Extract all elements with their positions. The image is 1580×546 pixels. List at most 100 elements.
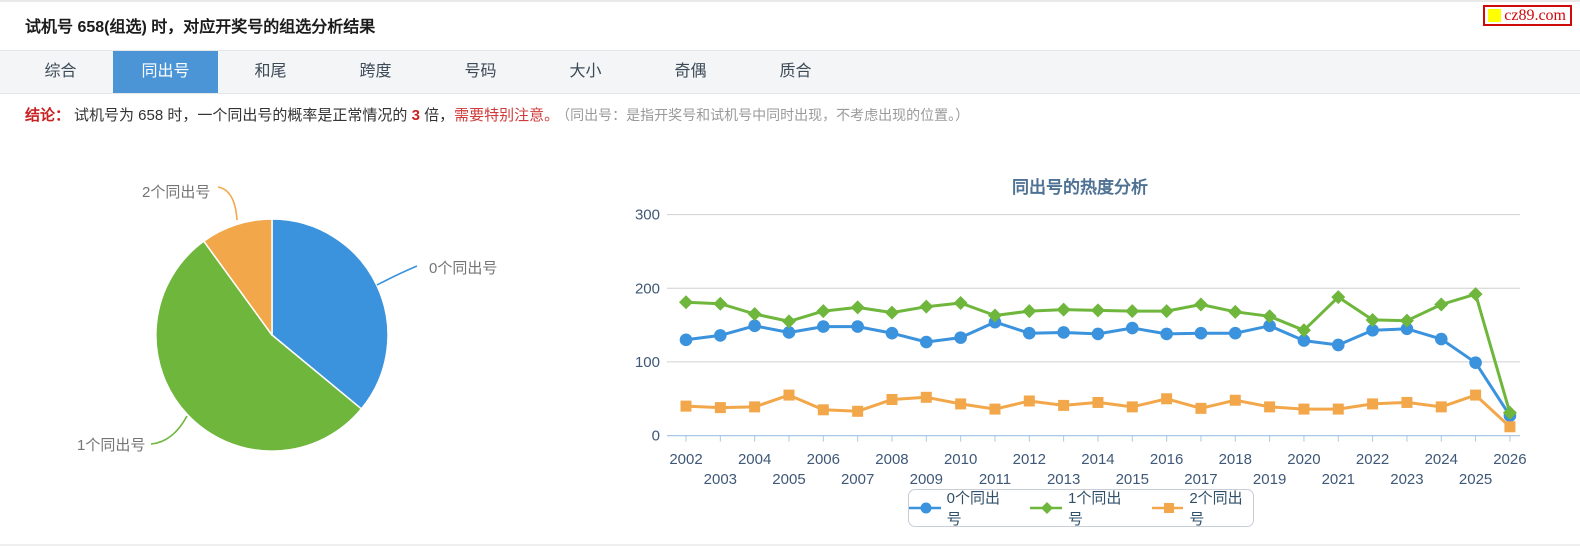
legend-item-1个同出号[interactable]: 1个同出号 xyxy=(1030,487,1131,529)
data-point-2个同出号-2009 xyxy=(920,391,932,403)
data-point-2个同出号-2003 xyxy=(714,402,726,414)
x-tick-label-2011: 2011 xyxy=(979,471,1011,488)
data-point-0个同出号-2023 xyxy=(1400,322,1414,336)
x-tick-label-2015: 2015 xyxy=(1116,471,1149,488)
data-point-2个同出号-2019 xyxy=(1264,401,1276,413)
data-point-1个同出号-2005 xyxy=(781,314,796,329)
data-point-0个同出号-2018 xyxy=(1228,326,1242,340)
data-point-2个同出号-2024 xyxy=(1435,401,1447,413)
data-point-2个同出号-2020 xyxy=(1298,403,1310,415)
tab-同出号[interactable]: 同出号 xyxy=(113,51,218,93)
tab-和尾[interactable]: 和尾 xyxy=(254,63,287,80)
x-tick-label-2024: 2024 xyxy=(1425,451,1458,468)
line-chart: 同出号的热度分析 0100200300200220032004200520062… xyxy=(635,177,1527,488)
x-tick-label-2003: 2003 xyxy=(704,471,737,488)
x-tick-label-2009: 2009 xyxy=(910,471,943,488)
data-point-1个同出号-2007 xyxy=(850,300,865,315)
conclusion-text-2: 倍， xyxy=(419,107,455,124)
data-point-0个同出号-2013 xyxy=(1057,326,1070,339)
data-point-0个同出号-2004 xyxy=(748,319,761,333)
data-point-1个同出号-2010 xyxy=(953,295,968,310)
data-point-2个同出号-2017 xyxy=(1195,402,1207,414)
x-tick-label-2013: 2013 xyxy=(1047,471,1080,488)
pie-leader-line-1 xyxy=(150,415,188,445)
pie-slice-0个同出号[interactable] xyxy=(271,218,389,410)
tab-跨度[interactable]: 跨度 xyxy=(359,63,392,80)
data-point-1个同出号-2017 xyxy=(1193,297,1208,312)
data-point-2个同出号-2008 xyxy=(886,394,898,406)
data-point-1个同出号-2011 xyxy=(987,308,1002,323)
site-logo[interactable]: cz89.com xyxy=(1483,5,1572,26)
legend-marker-circle-icon xyxy=(909,502,941,514)
data-point-2个同出号-2002 xyxy=(680,400,692,412)
tab-质合[interactable]: 质合 xyxy=(779,63,812,80)
data-point-0个同出号-2025 xyxy=(1469,356,1482,369)
conclusion-text-1: 试机号为 658 时，一个同出号的概率是正常情况的 xyxy=(74,107,412,124)
x-tick-label-2020: 2020 xyxy=(1287,451,1320,468)
data-point-2个同出号-2007 xyxy=(852,405,864,417)
data-point-2个同出号-2010 xyxy=(955,398,967,410)
data-point-0个同出号-2021 xyxy=(1331,338,1345,352)
data-point-0个同出号-2016 xyxy=(1160,327,1173,341)
data-point-1个同出号-2004 xyxy=(747,307,762,322)
legend-item-2个同出号[interactable]: 2个同出号 xyxy=(1151,487,1253,529)
tab-大小[interactable]: 大小 xyxy=(569,63,602,80)
legend-marker-square-icon xyxy=(1151,503,1184,513)
data-point-1个同出号-2016 xyxy=(1159,304,1174,319)
x-tick-label-2017: 2017 xyxy=(1184,471,1217,488)
data-point-2个同出号-2016 xyxy=(1161,393,1173,405)
header: 试机号 658(组选) 时，对应开奖号的组选分析结果 cz89.com xyxy=(0,2,1580,48)
conclusion-label: 结论： xyxy=(25,107,71,124)
pie-slice-2个同出号[interactable] xyxy=(203,218,273,336)
data-point-0个同出号-2017 xyxy=(1194,326,1208,340)
data-point-2个同出号-2023 xyxy=(1401,396,1413,408)
line-chart-title: 同出号的热度分析 xyxy=(1012,177,1148,197)
data-point-2个同出号-2021 xyxy=(1332,403,1344,415)
data-point-0个同出号-2002 xyxy=(679,333,693,347)
data-point-1个同出号-2018 xyxy=(1228,304,1243,319)
data-point-0个同出号-2014 xyxy=(1091,327,1105,341)
data-point-0个同出号-2019 xyxy=(1263,319,1276,333)
x-tick-label-2016: 2016 xyxy=(1150,451,1183,468)
data-point-0个同出号-2024 xyxy=(1434,332,1448,346)
pie-slice-1个同出号[interactable] xyxy=(155,240,363,452)
data-point-2个同出号-2014 xyxy=(1092,396,1104,408)
pie-leader-line-0 xyxy=(376,265,418,286)
legend-label: 0个同出号 xyxy=(946,490,1001,528)
x-tick-label-2002: 2002 xyxy=(669,451,702,468)
x-tick-label-2018: 2018 xyxy=(1219,451,1252,468)
tab-综合[interactable]: 综合 xyxy=(44,63,77,80)
x-tick-label-2012: 2012 xyxy=(1013,451,1046,468)
data-point-1个同出号-2022 xyxy=(1365,312,1380,327)
pie-leader-line-2 xyxy=(217,186,238,221)
tab-bar: 综合 同出号 和尾 跨度 号码 大小 奇偶 质合 xyxy=(0,50,1580,94)
pie-label-2: 2个同出号 xyxy=(142,184,210,201)
data-point-2个同出号-2011 xyxy=(989,403,1001,415)
site-logo-text: cz89.com xyxy=(1504,6,1566,24)
data-point-2个同出号-2018 xyxy=(1229,394,1241,406)
x-tick-label-2026: 2026 xyxy=(1493,451,1526,468)
conclusion-warning: 需要特别注意。 xyxy=(454,107,560,124)
data-point-1个同出号-2015 xyxy=(1125,304,1140,319)
data-point-0个同出号-2010 xyxy=(954,331,967,344)
data-point-1个同出号-2021 xyxy=(1331,290,1346,305)
data-point-1个同出号-2009 xyxy=(919,299,934,314)
x-tick-label-2006: 2006 xyxy=(807,451,840,468)
tab-奇偶[interactable]: 奇偶 xyxy=(674,63,707,80)
data-point-2个同出号-2015 xyxy=(1126,401,1138,413)
data-point-2个同出号-2004 xyxy=(749,401,761,413)
data-point-0个同出号-2022 xyxy=(1366,323,1379,337)
x-tick-label-2014: 2014 xyxy=(1081,451,1114,468)
data-point-0个同出号-2012 xyxy=(1023,326,1036,340)
y-tick-label-300: 300 xyxy=(635,207,660,224)
pie-label-0: 0个同出号 xyxy=(429,260,497,277)
data-point-0个同出号-2020 xyxy=(1297,334,1311,347)
data-point-1个同出号-2025 xyxy=(1468,287,1483,302)
legend-label: 2个同出号 xyxy=(1189,490,1243,528)
tab-号码[interactable]: 号码 xyxy=(464,63,497,80)
data-point-2个同出号-2006 xyxy=(817,404,829,416)
data-point-1个同出号-2026 xyxy=(1502,405,1517,420)
data-point-1个同出号-2019 xyxy=(1262,309,1277,324)
data-point-0个同出号-2005 xyxy=(782,326,796,339)
legend-item-0个同出号[interactable]: 0个同出号 xyxy=(909,487,1010,529)
